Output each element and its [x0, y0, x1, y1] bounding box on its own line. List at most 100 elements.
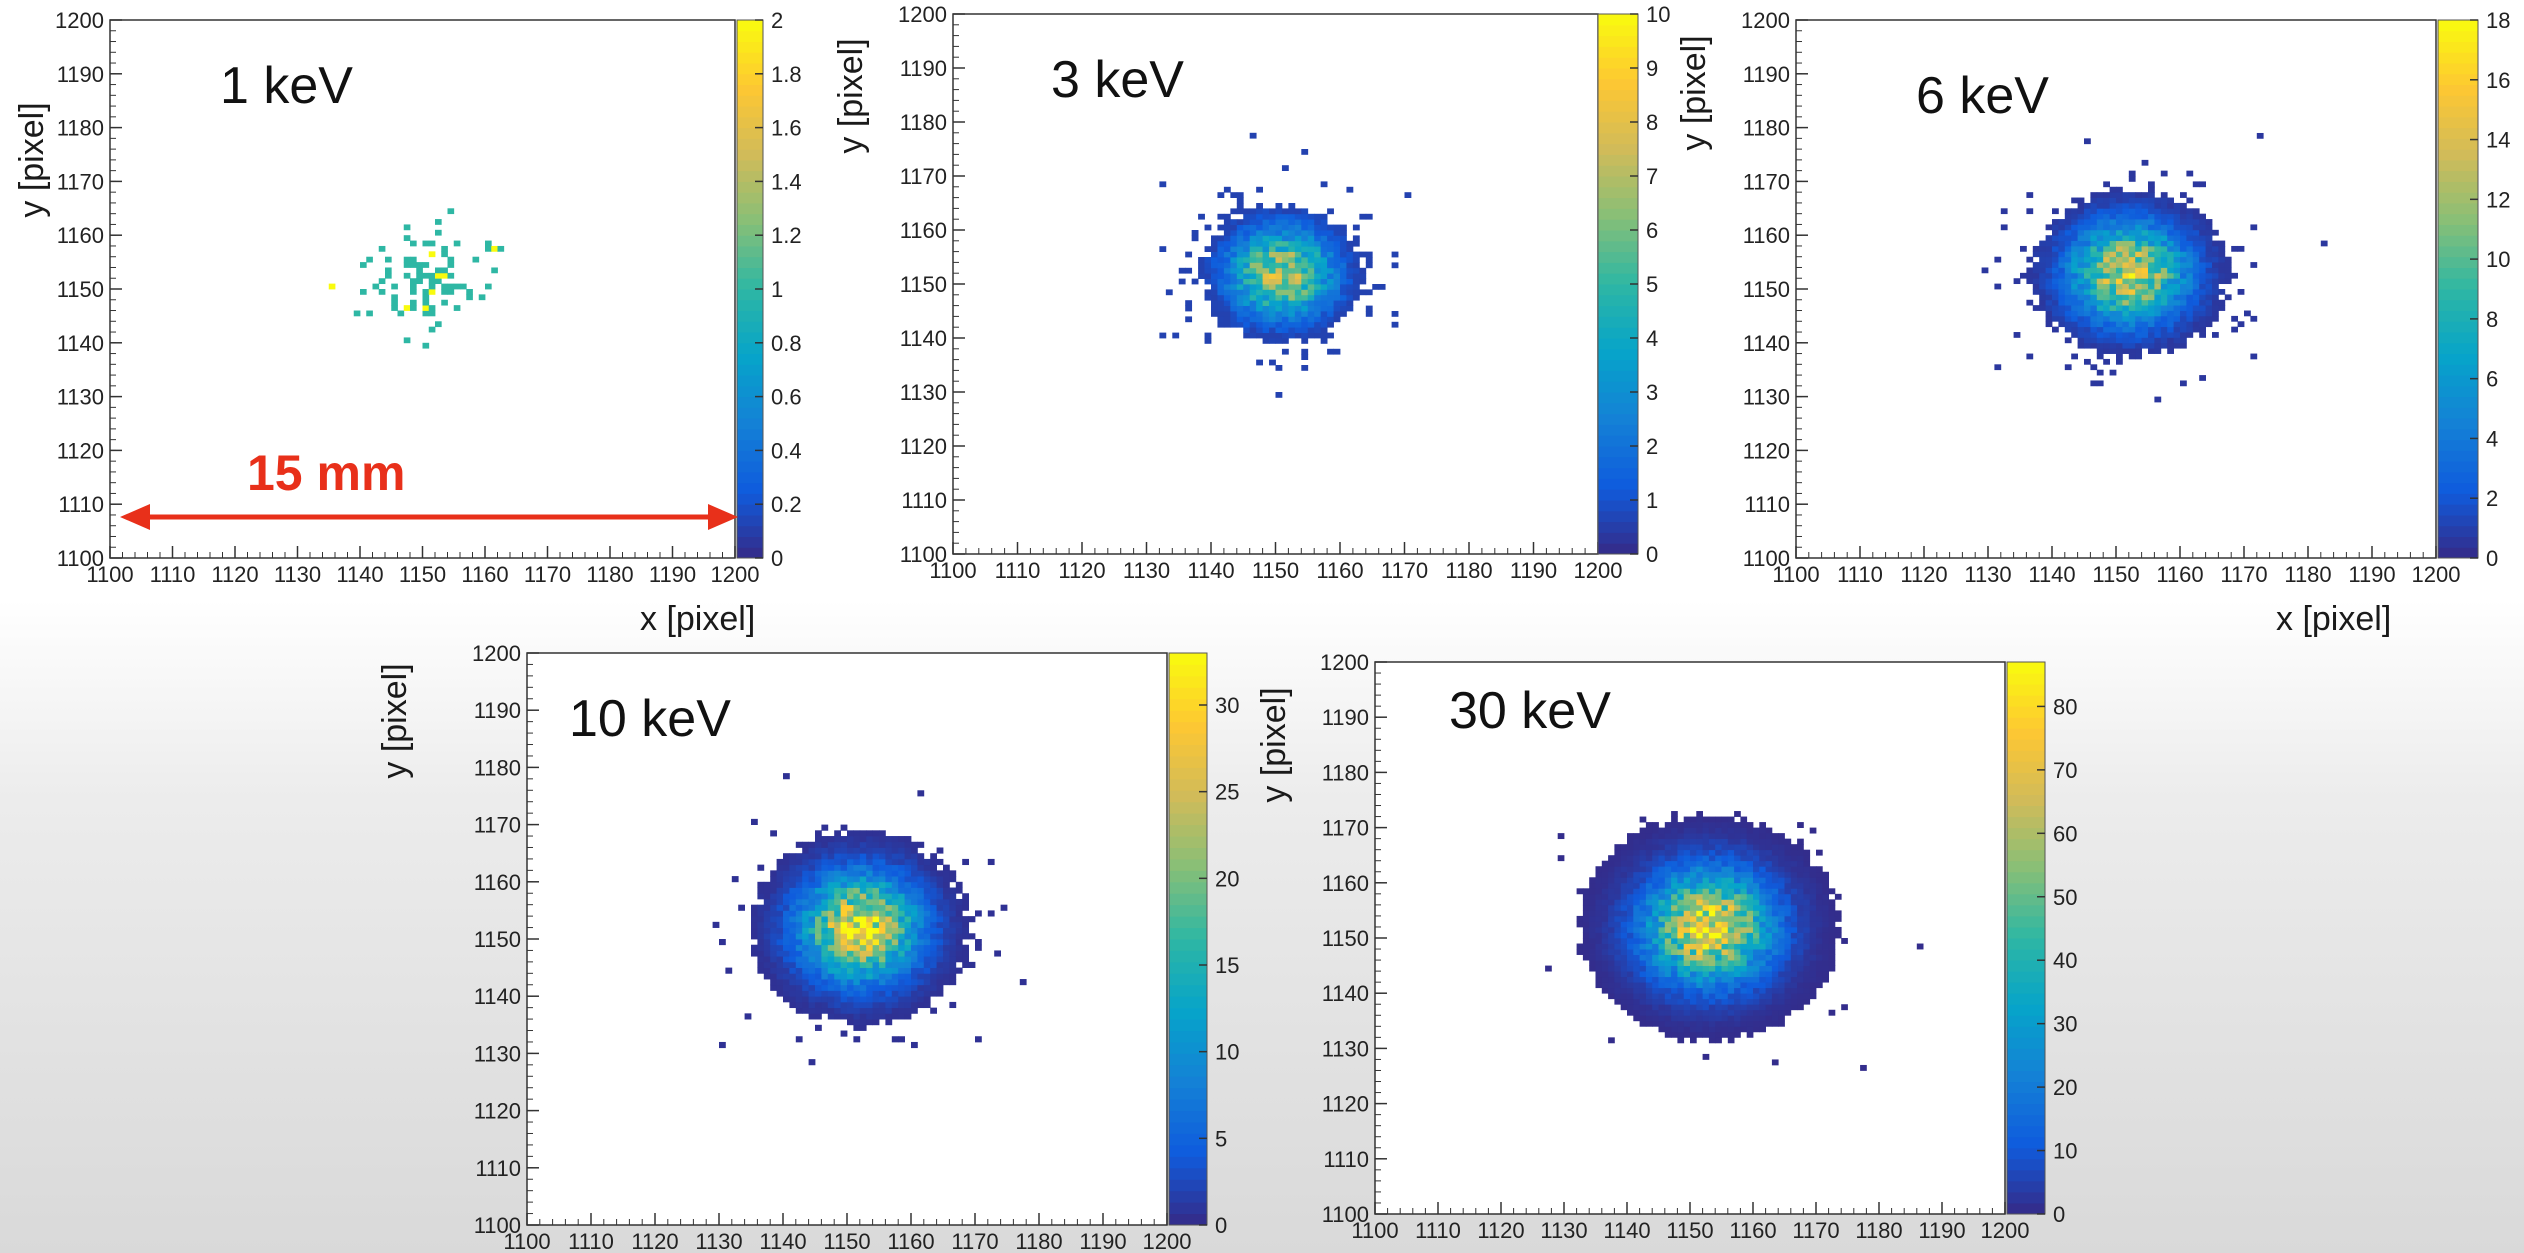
heatmap-bin — [1320, 338, 1328, 344]
heatmap-bin — [1715, 899, 1722, 906]
heatmap-bin — [949, 876, 957, 883]
x-tick-label: 1110 — [568, 1229, 614, 1253]
heatmap-bin — [1307, 273, 1315, 279]
heatmap-bin — [815, 904, 822, 911]
heatmap-bin — [1753, 893, 1760, 900]
heatmap-bin — [2071, 251, 2078, 258]
colorbar-segment — [2007, 1202, 2045, 1215]
colorbar-tick-label: 12 — [2486, 187, 2510, 212]
heatmap-bin — [1652, 987, 1659, 994]
heatmap-bin — [923, 876, 931, 883]
heatmap-bin — [2212, 256, 2219, 263]
heatmap-bin — [757, 921, 765, 928]
heatmap-bin — [2084, 278, 2091, 285]
heatmap-bin — [795, 984, 803, 991]
heatmap-bin — [1275, 213, 1283, 220]
heatmap-bin — [1223, 300, 1231, 306]
heatmap-bin — [2135, 305, 2142, 311]
heatmap-bin — [1797, 838, 1804, 845]
heatmap-bin — [2186, 326, 2194, 333]
colorbar-segment — [1169, 916, 1207, 929]
heatmap-bin — [859, 996, 867, 1003]
heatmap-bin — [789, 921, 797, 928]
colorbar-segment — [2438, 310, 2478, 322]
heatmap-bin — [1664, 921, 1672, 928]
heatmap-bin — [1608, 893, 1615, 900]
heatmap-bin — [1759, 987, 1766, 994]
heatmap-bin — [1753, 888, 1760, 895]
heatmap-bin — [1721, 954, 1729, 961]
heatmap-bin — [2045, 278, 2053, 285]
heatmap-bin — [1822, 965, 1829, 972]
heatmap-bin — [2141, 321, 2149, 328]
heatmap-bin — [2084, 229, 2091, 236]
heatmap-bin — [2224, 278, 2232, 285]
colorbar-segment — [2438, 202, 2478, 215]
heatmap-bin — [2122, 208, 2130, 215]
heatmap-bin — [1696, 816, 1703, 823]
heatmap-bin — [783, 950, 790, 957]
heatmap-bin — [1816, 954, 1823, 961]
heatmap-bin — [917, 858, 925, 866]
heatmap-bin — [2148, 332, 2155, 338]
heatmap-bin — [879, 956, 886, 963]
heatmap-bin — [795, 870, 803, 877]
heatmap-bin — [904, 841, 912, 848]
colorbar-tick-label: 10 — [2486, 247, 2510, 272]
heatmap-bin — [1346, 240, 1354, 247]
heatmap-bin — [1320, 300, 1328, 306]
heatmap-bin — [898, 910, 905, 917]
heatmap-bin — [1243, 213, 1251, 220]
heatmap-bin — [2109, 219, 2117, 225]
heatmap-bin — [840, 973, 848, 980]
colorbar-segment — [2007, 1092, 2045, 1105]
x-tick-label: 1130 — [1123, 558, 1170, 583]
heatmap-bin — [2141, 202, 2149, 209]
heatmap-bin — [2154, 208, 2162, 215]
heatmap-bin — [2109, 315, 2117, 322]
heatmap-bin — [866, 876, 873, 883]
heatmap-bin — [1645, 938, 1653, 944]
heatmap-bin — [751, 950, 758, 957]
heatmap-bin — [898, 967, 905, 974]
heatmap-bin — [1281, 213, 1289, 220]
heatmap-bin — [1243, 327, 1251, 333]
heatmap-bin — [2058, 283, 2066, 290]
heatmap-bin — [1301, 294, 1309, 301]
heatmap-bin — [1753, 899, 1760, 906]
heatmap-bin — [866, 830, 873, 837]
heatmap-bin — [1320, 273, 1328, 279]
heatmap-bin — [1256, 311, 1263, 317]
heatmap-bin — [1288, 332, 1296, 339]
heatmap-bin — [840, 847, 848, 854]
y-tick-label: 1140 — [57, 331, 104, 356]
heatmap-bin — [1797, 849, 1804, 856]
heatmap-bin — [827, 910, 835, 917]
heatmap-bin — [821, 979, 829, 986]
heatmap-bin — [1721, 965, 1729, 972]
heatmap-bin — [1211, 311, 1218, 317]
heatmap-bin — [847, 973, 854, 980]
heatmap-bin — [1249, 305, 1257, 312]
heatmap-bin — [1256, 208, 1263, 215]
heatmap-bin — [776, 950, 784, 957]
heatmap-bin — [1639, 816, 1647, 823]
heatmap-bin — [987, 910, 995, 917]
heatmap-bin — [2154, 202, 2162, 209]
heatmap-bin — [2116, 240, 2123, 247]
heatmap-bin — [1346, 278, 1354, 285]
heatmap-bin — [1765, 882, 1773, 889]
heatmap-bin — [2192, 262, 2200, 268]
colorbar-segment — [1598, 35, 1638, 47]
heatmap-bin — [1327, 305, 1334, 312]
heatmap-bin — [1671, 860, 1678, 867]
heatmap-bin — [1249, 251, 1257, 258]
heatmap-bin — [1320, 213, 1328, 220]
heatmap-bin — [1269, 262, 1276, 269]
colorbar-segment — [1598, 24, 1638, 37]
heatmap-bin — [783, 984, 790, 991]
heatmap-bin — [1753, 833, 1760, 840]
heatmap-bin — [751, 818, 758, 825]
heatmap-bin — [872, 916, 880, 923]
heatmap-bin — [2180, 229, 2187, 236]
